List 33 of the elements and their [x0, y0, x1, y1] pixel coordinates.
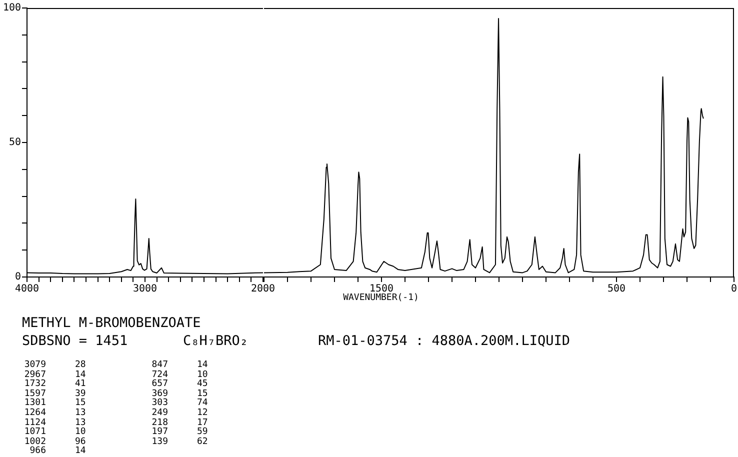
- text: 197 59: [152, 427, 208, 438]
- text: 1002 96: [24, 436, 86, 447]
- text: RM-01-03754 : 4880A.200M.LIQUID: [318, 333, 570, 349]
- text: 2967 14: [24, 370, 86, 380]
- x-tick-label: 3000: [132, 284, 158, 295]
- y-tick-label: 50: [8, 137, 21, 148]
- text: 966 14: [30, 446, 86, 456]
- text: METHYL M-BROMOBENZOATE: [22, 315, 201, 331]
- y-tick-label: 0: [14, 272, 21, 283]
- x-axis-title: WAVENUMBER(-1): [342, 293, 420, 303]
- text: 847 14: [152, 360, 208, 370]
- text: 1264 13: [24, 408, 86, 418]
- text: 139 62: [152, 436, 208, 447]
- x-tick-label: 1500: [369, 284, 394, 295]
- text: 249 12: [152, 408, 208, 418]
- x-tick-label: 4000: [14, 284, 40, 295]
- text: 657 45: [152, 379, 208, 390]
- x-tick-label: 500: [607, 284, 626, 295]
- text: 1597 39: [24, 388, 86, 399]
- text: C₈H₇BRO₂: [183, 333, 248, 349]
- y-tick-label: 100: [2, 2, 21, 14]
- text: 369 15: [152, 388, 208, 399]
- text: 1301 15: [24, 398, 86, 408]
- text: 3079 28: [24, 360, 86, 370]
- text: 1732 41: [24, 379, 86, 390]
- text: 303 74: [152, 398, 208, 408]
- text: 1124 13: [24, 418, 86, 428]
- text: 218 17: [152, 418, 208, 428]
- text: 724 10: [152, 370, 208, 380]
- text: 1071 10: [24, 427, 86, 438]
- x-tick-label: 0: [730, 284, 738, 295]
- x-tick-label: 2000: [250, 284, 276, 295]
- text: SDBSNO = 1451: [22, 333, 128, 349]
